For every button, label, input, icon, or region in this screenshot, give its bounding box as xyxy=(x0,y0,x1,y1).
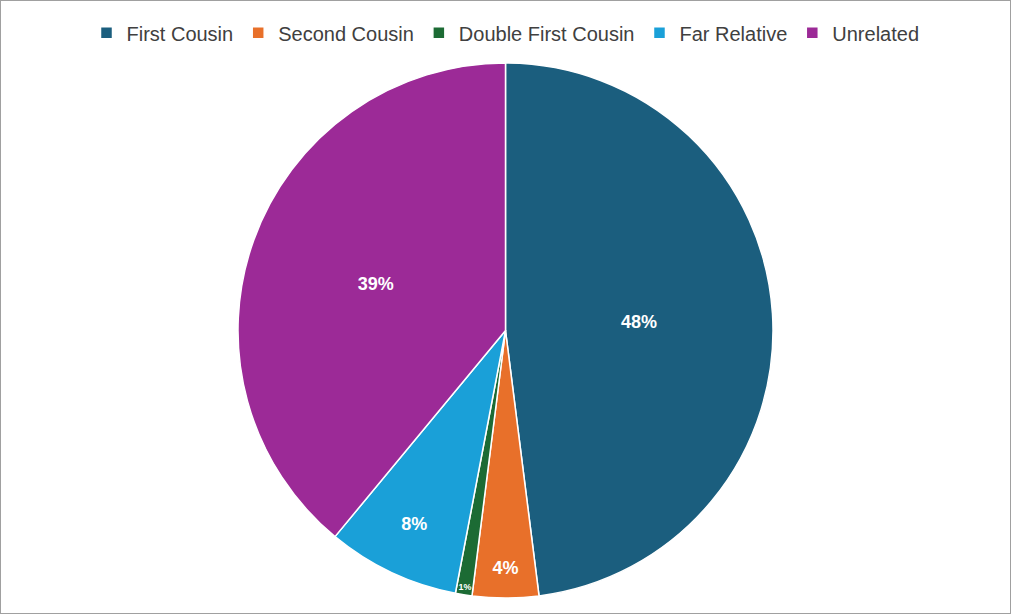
svg-text:Unrelated: Unrelated xyxy=(832,23,919,45)
svg-text:First Cousin: First Cousin xyxy=(127,23,234,45)
svg-text:8%: 8% xyxy=(401,514,427,534)
svg-text:4%: 4% xyxy=(492,558,518,578)
svg-text:Double First Cousin: Double First Cousin xyxy=(459,23,635,45)
svg-text:1%: 1% xyxy=(458,582,471,592)
svg-text:Far Relative: Far Relative xyxy=(679,23,787,45)
svg-text:48%: 48% xyxy=(621,312,657,332)
svg-text:Second Cousin: Second Cousin xyxy=(278,23,414,45)
svg-text:39%: 39% xyxy=(358,274,394,294)
